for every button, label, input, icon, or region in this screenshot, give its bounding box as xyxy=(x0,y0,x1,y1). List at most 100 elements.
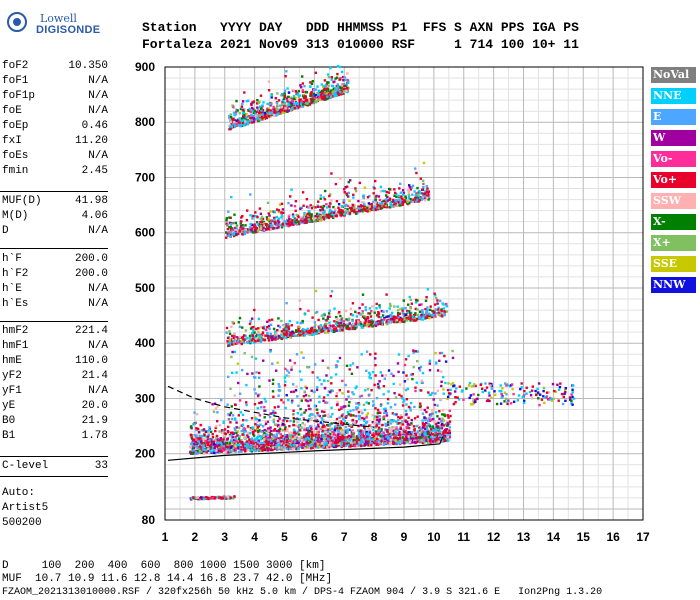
echo-point xyxy=(311,205,315,208)
echo-point xyxy=(245,100,248,103)
echo-point xyxy=(439,398,442,401)
echo-point xyxy=(375,443,379,446)
echo-point xyxy=(229,439,233,442)
echo-point xyxy=(443,414,447,418)
echo-point xyxy=(317,425,320,429)
echo-point xyxy=(363,322,366,325)
echo-point xyxy=(281,221,285,225)
echo-point xyxy=(251,431,255,434)
echo-point xyxy=(303,329,306,332)
echo-point xyxy=(434,431,437,434)
echo-point xyxy=(333,320,336,323)
echo-point xyxy=(191,437,194,440)
echo-point xyxy=(424,299,428,302)
echo-point xyxy=(280,213,283,216)
echo-point xyxy=(301,446,304,450)
echo-point xyxy=(272,434,276,437)
echo-point xyxy=(234,435,238,438)
echo-point xyxy=(380,439,383,442)
echo-point xyxy=(399,191,403,194)
echo-point xyxy=(411,439,415,443)
echo-point xyxy=(410,186,414,189)
echo-point xyxy=(410,423,413,427)
echo-point xyxy=(307,441,310,445)
echo-point xyxy=(267,339,271,342)
echo-point xyxy=(255,327,258,331)
echo-point xyxy=(313,332,317,335)
echo-point xyxy=(423,197,427,200)
echo-point xyxy=(257,333,260,336)
echo-point xyxy=(392,436,396,440)
echo-point xyxy=(263,432,266,435)
echo-point xyxy=(309,399,312,402)
echo-point xyxy=(213,445,217,448)
echo-point xyxy=(250,448,253,451)
echo-point xyxy=(243,338,247,341)
echo-point xyxy=(295,329,298,332)
echo-point xyxy=(267,324,271,328)
echo-point xyxy=(309,333,312,336)
echo-point xyxy=(418,303,421,307)
echo-point xyxy=(323,443,326,446)
echo-point xyxy=(416,313,420,317)
echo-point xyxy=(219,441,222,445)
echo-point xyxy=(312,330,316,334)
echo-point xyxy=(255,442,258,445)
echo-point xyxy=(394,437,397,440)
echo-point xyxy=(444,428,448,431)
echo-point xyxy=(229,421,232,424)
echo-point xyxy=(422,182,425,186)
echo-point xyxy=(381,189,384,193)
echo-point xyxy=(379,441,383,445)
echo-point xyxy=(418,317,421,320)
echo-point xyxy=(242,445,245,448)
echo-point xyxy=(240,216,243,219)
echo-point xyxy=(326,215,329,219)
echo-point xyxy=(394,420,398,423)
echo-point xyxy=(364,438,367,441)
echo-point xyxy=(376,415,379,418)
echo-point xyxy=(446,434,449,437)
echo-point xyxy=(373,415,376,418)
echo-point xyxy=(261,104,264,107)
echo-point xyxy=(394,200,397,203)
echo-point xyxy=(234,342,237,345)
echo-point xyxy=(323,79,327,82)
echo-point xyxy=(233,114,236,117)
echo-point xyxy=(421,311,425,314)
echo-point xyxy=(277,226,280,229)
echo-point xyxy=(329,211,333,214)
echo-point xyxy=(275,221,279,224)
echo-point xyxy=(405,441,409,444)
echo-point xyxy=(361,303,364,306)
echo-point xyxy=(266,218,269,221)
echo-point xyxy=(373,417,376,420)
echo-point xyxy=(347,443,350,447)
echo-point xyxy=(256,424,259,427)
echo-point xyxy=(327,415,330,419)
echo-point xyxy=(281,422,285,426)
echo-point xyxy=(285,394,288,397)
echo-point xyxy=(300,426,303,429)
echo-point xyxy=(344,405,347,408)
echo-point xyxy=(236,338,239,342)
echo-point xyxy=(263,114,266,117)
echo-point xyxy=(349,424,352,427)
echo-point xyxy=(436,299,439,302)
echo-point xyxy=(243,334,246,337)
echo-point xyxy=(242,433,246,436)
echo-point xyxy=(228,116,231,120)
echo-point xyxy=(249,230,252,233)
echo-point xyxy=(281,101,284,104)
echo-point xyxy=(227,210,230,213)
echo-point xyxy=(362,423,365,427)
echo-point xyxy=(256,230,260,233)
echo-point xyxy=(289,331,292,334)
echo-point xyxy=(289,218,292,221)
echo-point xyxy=(448,438,451,441)
echo-point xyxy=(224,432,227,436)
echo-point xyxy=(297,220,300,223)
echo-point xyxy=(378,440,381,443)
echo-point xyxy=(442,434,446,438)
echo-point xyxy=(380,428,383,431)
